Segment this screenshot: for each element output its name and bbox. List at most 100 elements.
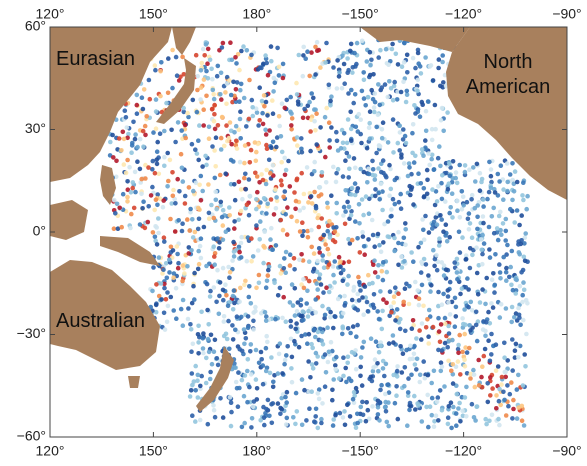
dot [190, 341, 196, 347]
dot [336, 74, 342, 79]
dot [331, 325, 336, 331]
dot [303, 332, 308, 337]
dot [279, 395, 285, 401]
dot [467, 246, 473, 251]
dot [286, 158, 291, 164]
dot [322, 384, 328, 390]
dot [210, 76, 215, 82]
dot [182, 122, 188, 128]
dot [270, 139, 276, 145]
dot [325, 228, 331, 234]
dot [520, 383, 526, 388]
dot [376, 166, 381, 171]
dot [268, 237, 273, 242]
dot [395, 89, 400, 94]
dot [134, 92, 140, 98]
dot [196, 138, 201, 143]
dot [391, 372, 397, 378]
dot [469, 192, 475, 198]
dot [220, 237, 226, 243]
dot [345, 326, 351, 331]
dot [193, 52, 199, 58]
dot [402, 133, 408, 139]
dot [194, 151, 200, 156]
dot [193, 180, 199, 186]
dot [402, 383, 407, 389]
dot [391, 294, 397, 300]
dot [486, 224, 492, 230]
dot [253, 206, 259, 212]
dot [154, 149, 160, 154]
dot [371, 292, 377, 297]
dot [404, 88, 410, 94]
dot [353, 124, 359, 130]
dot [207, 57, 213, 63]
dot [301, 191, 307, 197]
dot [314, 142, 320, 147]
dot [372, 357, 378, 362]
dot [480, 214, 486, 219]
dot [436, 289, 441, 295]
dot [339, 86, 345, 91]
dot [301, 285, 307, 291]
dot [505, 358, 511, 363]
dot [473, 322, 479, 328]
dot [143, 162, 148, 168]
dot [517, 222, 522, 228]
dot [450, 215, 455, 220]
dot [148, 193, 154, 198]
dot [379, 127, 385, 132]
dot [384, 419, 390, 425]
dot [423, 262, 429, 267]
dot [426, 273, 431, 278]
dot [417, 372, 423, 378]
dot [292, 313, 298, 318]
dot [280, 75, 286, 81]
dot [499, 232, 504, 237]
dot [355, 322, 360, 328]
dot [361, 212, 366, 218]
dot [447, 210, 453, 216]
dot [342, 422, 348, 428]
dot [298, 297, 304, 303]
dot [458, 419, 463, 424]
dot [380, 366, 386, 371]
dot [308, 375, 313, 380]
dot [146, 204, 151, 209]
dot [301, 277, 306, 282]
dot [289, 366, 294, 371]
dot [380, 308, 385, 314]
dot [447, 234, 453, 240]
dot [141, 87, 147, 92]
dot [253, 197, 259, 202]
dot [510, 161, 515, 166]
dot [386, 423, 392, 429]
dot [449, 299, 455, 305]
ticks: 120°120°150°150°180°180°−150°−150°−120°−… [17, 6, 582, 459]
dot [315, 354, 321, 359]
dot [279, 182, 285, 188]
dot [449, 368, 454, 374]
dot [503, 413, 509, 418]
dot [349, 237, 355, 243]
dot [215, 63, 221, 69]
dot [275, 401, 281, 406]
dot [433, 126, 438, 132]
dot [253, 308, 258, 314]
dot [453, 314, 459, 319]
dot [513, 276, 519, 282]
dot [288, 318, 294, 324]
dot [432, 256, 438, 262]
dot [393, 285, 398, 291]
dot [366, 171, 372, 177]
dot [431, 167, 437, 172]
dot [521, 254, 527, 260]
dot [197, 207, 202, 212]
dot [399, 64, 405, 69]
dot [320, 401, 325, 406]
dot [263, 318, 269, 324]
dot [345, 117, 351, 122]
dot [341, 355, 346, 361]
dot [410, 130, 415, 136]
